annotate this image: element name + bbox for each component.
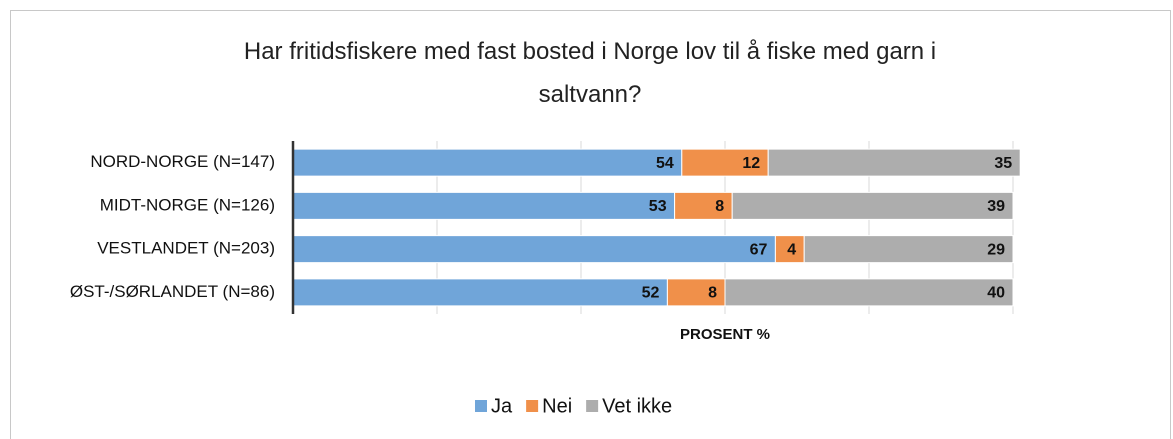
- legend-swatch: [526, 400, 539, 412]
- value-label: 35: [994, 155, 1012, 172]
- category-label: MIDT-NORGE (N=126): [100, 195, 275, 214]
- bar-segment: [292, 278, 668, 307]
- bar-segment: [767, 148, 1021, 177]
- chart-title: Har fritidsfiskere med fast bosted i Nor…: [243, 38, 937, 108]
- value-label: 53: [649, 198, 667, 215]
- value-label: 67: [750, 241, 768, 258]
- bar-segment: [292, 235, 776, 264]
- value-label: 52: [642, 285, 660, 302]
- value-label: 40: [987, 285, 1005, 302]
- bar-segment: [724, 278, 1014, 307]
- category-label: VESTLANDET (N=203): [97, 239, 275, 258]
- value-label: 12: [742, 155, 760, 172]
- value-label: 4: [787, 241, 796, 258]
- legend-swatch: [586, 400, 599, 412]
- bar-segment: [292, 148, 683, 177]
- bar-segment: [681, 148, 769, 177]
- bar-segment: [803, 235, 1014, 264]
- bar-segment: [774, 235, 805, 264]
- legend-label: Nei: [542, 395, 572, 417]
- legend-label: Ja: [491, 395, 513, 417]
- legend-label: Vet ikke: [602, 395, 672, 417]
- x-axis-label: PROSENT %: [680, 326, 770, 343]
- bar-segment: [666, 278, 726, 307]
- value-label: 29: [987, 241, 1005, 258]
- value-label: 39: [987, 198, 1005, 215]
- bar-segment: [674, 191, 733, 220]
- category-label: ØST-/SØRLANDET (N=86): [70, 282, 275, 301]
- bar-segment: [731, 191, 1014, 220]
- chart-frame: [10, 10, 1171, 439]
- value-label: 8: [715, 198, 724, 215]
- legend-swatch: [475, 400, 487, 412]
- bar-segment: [292, 191, 676, 220]
- value-label: 54: [656, 155, 674, 172]
- value-label: 8: [708, 285, 717, 302]
- category-label: NORD-NORGE (N=147): [90, 152, 275, 171]
